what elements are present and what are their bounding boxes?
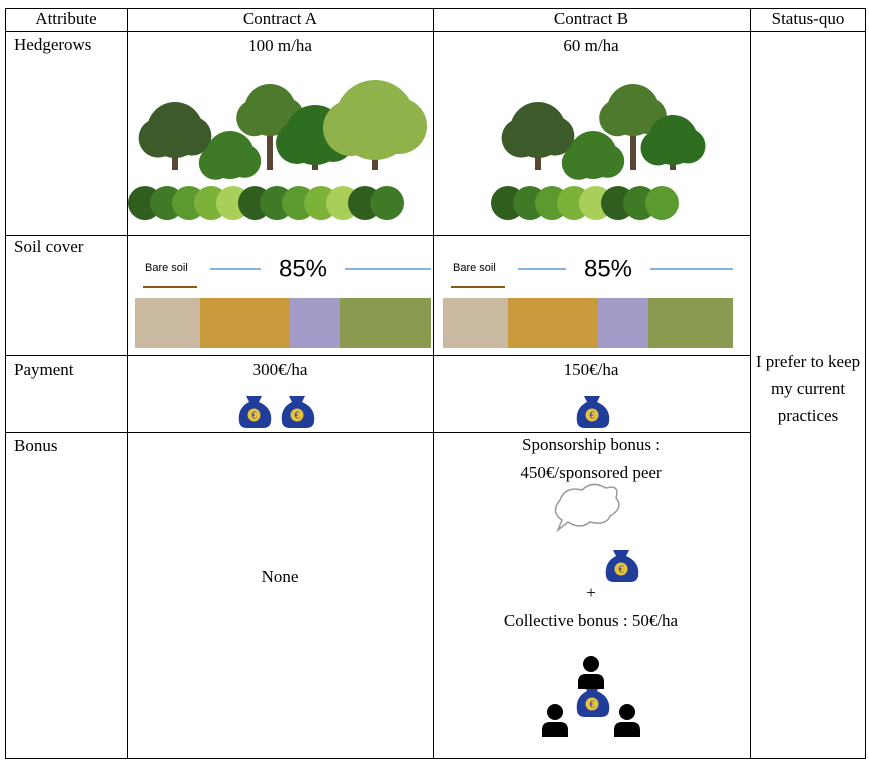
field-photo bbox=[200, 298, 290, 348]
crown bbox=[599, 99, 636, 137]
bush bbox=[645, 186, 679, 220]
bag-coin bbox=[290, 408, 304, 422]
status-quo: I prefer to keep my current practices bbox=[755, 352, 861, 425]
bag-coin bbox=[585, 408, 599, 422]
field-photo bbox=[648, 298, 733, 348]
crown bbox=[227, 144, 262, 178]
field-photo bbox=[443, 298, 508, 348]
cover-label: 85% bbox=[279, 255, 327, 282]
grid bbox=[5, 8, 866, 759]
bonus-text: + bbox=[586, 583, 596, 602]
header-cell: Attribute bbox=[35, 9, 96, 28]
crown bbox=[535, 116, 575, 156]
person-head bbox=[619, 704, 635, 720]
crown bbox=[138, 118, 178, 158]
attribute: Hedgerows bbox=[14, 35, 91, 54]
crown bbox=[236, 99, 273, 137]
person-head bbox=[547, 704, 563, 720]
hedgerow-image bbox=[491, 84, 706, 220]
attribute: Soil cover bbox=[14, 237, 84, 256]
payment: 300€/ha bbox=[253, 360, 308, 379]
crown bbox=[276, 122, 318, 164]
money-bag: € bbox=[605, 550, 639, 582]
payment: 150€/ha bbox=[564, 360, 619, 379]
crown bbox=[172, 116, 212, 156]
field-photo bbox=[598, 298, 648, 348]
bag-symbol: € bbox=[619, 564, 624, 575]
header-cell: Contract B bbox=[554, 9, 628, 28]
bonus-text: 450€/sponsored peer bbox=[520, 463, 662, 482]
header-cell: Status-quo bbox=[772, 9, 845, 28]
field-photo bbox=[135, 298, 200, 348]
trunk bbox=[630, 110, 636, 170]
attribute: Payment bbox=[14, 360, 74, 379]
crown bbox=[501, 118, 541, 158]
crown bbox=[561, 146, 596, 180]
field-photo bbox=[508, 298, 598, 348]
person-body bbox=[542, 722, 568, 737]
money-bag: € bbox=[576, 396, 610, 428]
bare-soil-label: Bare soil bbox=[145, 262, 188, 274]
bag-symbol: € bbox=[252, 410, 257, 421]
bonus: None bbox=[262, 567, 299, 586]
field-photo bbox=[290, 298, 340, 348]
crown bbox=[371, 98, 427, 154]
hedgerow-image bbox=[128, 80, 427, 220]
cover-label: 85% bbox=[584, 255, 632, 282]
bush bbox=[370, 186, 404, 220]
crown bbox=[323, 100, 379, 156]
hedgerow-density: 100 m/ha bbox=[248, 36, 312, 55]
money-bag: € bbox=[576, 685, 610, 717]
table-border bbox=[5, 8, 866, 759]
bag-coin bbox=[247, 408, 261, 422]
trunk bbox=[267, 110, 273, 170]
crown bbox=[640, 130, 676, 166]
person-body bbox=[578, 674, 604, 689]
field-photo bbox=[340, 298, 431, 348]
bare-soil-label: Bare soil bbox=[453, 262, 496, 274]
speech-bubble bbox=[554, 483, 620, 533]
crown bbox=[590, 144, 625, 178]
bonus-text: Collective bonus : 50€/ha bbox=[504, 611, 679, 630]
attribute: Bonus bbox=[14, 436, 57, 455]
person-head bbox=[583, 656, 599, 672]
bag-coin bbox=[585, 697, 599, 711]
bonus-text: Sponsorship bonus : bbox=[522, 435, 660, 454]
bag-symbol: € bbox=[295, 410, 300, 421]
bag-coin bbox=[614, 562, 628, 576]
bag-symbol: € bbox=[590, 699, 595, 710]
person-body bbox=[614, 722, 640, 737]
header-cell: Contract A bbox=[243, 9, 318, 28]
crown bbox=[198, 146, 233, 180]
money-bag: € bbox=[238, 396, 272, 428]
money-bag: € bbox=[281, 396, 315, 428]
hedgerow-density: 60 m/ha bbox=[563, 36, 619, 55]
crown bbox=[670, 128, 706, 164]
bag-symbol: € bbox=[590, 410, 595, 421]
